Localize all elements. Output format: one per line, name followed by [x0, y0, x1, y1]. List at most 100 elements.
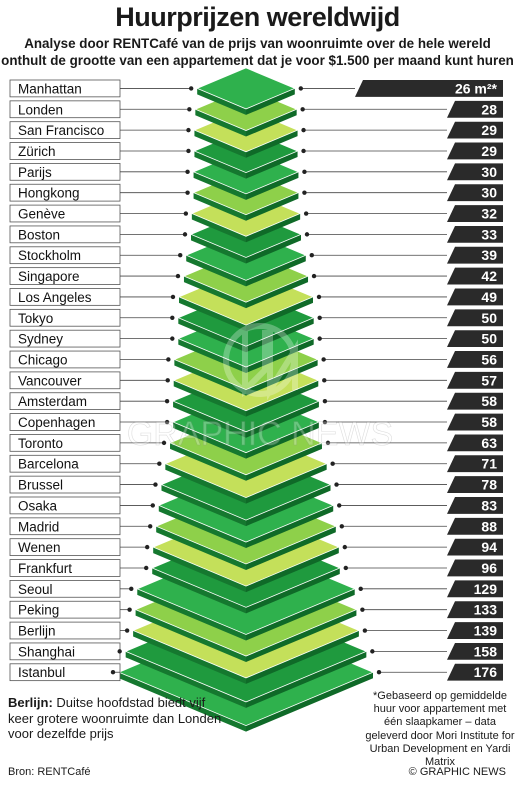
row-istanbul: Istanbul 176	[9, 663, 503, 682]
diamond-side-right	[246, 130, 298, 158]
diamond-side-left	[119, 672, 246, 732]
leader-dot-right	[360, 607, 365, 612]
row-manhattan: Manhattan 26 m²*	[9, 79, 503, 98]
value-box	[447, 476, 503, 493]
leader-dot-right	[316, 294, 322, 300]
value-label: 58	[481, 414, 497, 430]
value-box	[447, 246, 503, 264]
diamond-side-left	[133, 630, 246, 684]
credit-text: © GRAPHIC NEWS	[408, 766, 506, 778]
city-label: Manhattan	[18, 81, 82, 96]
diamond-side-left	[178, 317, 246, 353]
diamond-side-right	[246, 401, 319, 438]
value-box	[447, 642, 503, 660]
diamond-stack	[117, 67, 375, 732]
city-label: Amsterdam	[18, 394, 87, 409]
diamond-side-right	[246, 609, 357, 663]
diamond-side-right	[246, 171, 299, 200]
leader-dot-left	[182, 232, 188, 237]
leader-dot-right	[362, 628, 368, 633]
city-label: Hongkong	[18, 186, 80, 201]
city-label: Boston	[18, 227, 60, 242]
leader-dot-left	[147, 524, 153, 529]
city-label: Genève	[18, 207, 65, 222]
diamond-side-right	[246, 296, 314, 332]
leader-dot-left	[157, 461, 162, 466]
value-box	[447, 455, 503, 473]
city-label: Frankfurt	[18, 561, 72, 576]
diamond-side-right	[246, 630, 359, 684]
city-label: Vancouver	[18, 373, 82, 388]
row-londen: Londen 28	[9, 100, 503, 119]
value-label: 129	[474, 581, 498, 597]
diamond-side-right	[246, 526, 336, 570]
diamond-side-left	[173, 401, 246, 438]
value-box	[447, 497, 503, 514]
row-wenen: Wenen 94	[9, 538, 503, 556]
leader-dot-left	[144, 565, 149, 571]
city-label: Barcelona	[18, 457, 79, 472]
leader-dot-left	[124, 628, 130, 633]
value-label: 49	[481, 289, 497, 305]
diamond-side-right	[246, 588, 355, 641]
subtitle-line-2: onthult de grootte van een appartement d…	[1, 53, 514, 68]
row-san-francisco: San Francisco 29	[9, 121, 503, 139]
berlin-note-text: Duitse hoofdstad biedt vijf keer grotere…	[8, 695, 222, 741]
diamond-side-right	[246, 567, 340, 614]
footnote: *Gebaseerd op gemiddelde huur voor appar…	[365, 690, 515, 769]
row-seoul: Seoul 129	[9, 580, 503, 598]
city-label: Chicago	[18, 352, 68, 367]
value-label: 57	[481, 372, 497, 388]
diamond-side-right	[246, 338, 314, 374]
value-box	[447, 622, 503, 639]
diamond-side-left	[137, 588, 246, 641]
leader-dot-left	[178, 253, 183, 258]
leader-dot-right	[370, 649, 375, 654]
value-label: 96	[481, 560, 497, 576]
value-box	[447, 392, 503, 410]
city-label: Londen	[18, 102, 63, 117]
diamond-side-left	[191, 234, 246, 264]
value-label: 71	[481, 456, 497, 472]
row-chicago: Chicago 56	[9, 350, 503, 369]
value-box	[447, 580, 503, 598]
row-brussel: Brussel 78	[9, 475, 503, 494]
value-label: 50	[481, 310, 497, 326]
city-label: Wenen	[18, 540, 61, 555]
diamond-side-left	[165, 463, 246, 504]
diamond-side-left	[135, 609, 246, 663]
row-hongkong: Hongkong 30	[9, 183, 503, 202]
value-box	[447, 559, 503, 577]
value-label: 26 m²*	[455, 80, 498, 96]
value-box	[447, 121, 503, 139]
leader-dot-left	[166, 357, 171, 362]
diamond-side-left	[174, 359, 246, 396]
diamond-side-right	[246, 651, 367, 708]
city-label: Copenhagen	[18, 415, 95, 430]
value-box	[447, 330, 503, 348]
value-label: 42	[481, 268, 497, 284]
value-label: 88	[481, 518, 497, 534]
city-label: Osaka	[18, 498, 58, 513]
diamond-side-right	[246, 150, 298, 179]
diamond-side-right	[246, 672, 373, 732]
value-box	[447, 601, 503, 619]
city-label: Berlijn	[18, 624, 56, 639]
leader-dot-left	[170, 294, 176, 300]
leader-dot-right	[322, 419, 328, 425]
row-tokyo: Tokyo 50	[9, 308, 503, 327]
city-label: Tokyo	[18, 311, 53, 326]
diamond-side-left	[152, 567, 246, 614]
row-copenhagen: Copenhagen 58	[9, 413, 503, 431]
diamond-side-left	[195, 109, 246, 137]
diamond-side-left	[186, 255, 246, 287]
diamond-side-right	[246, 359, 318, 396]
diamond-side-left	[153, 547, 246, 593]
diamond-side-right	[246, 463, 327, 504]
value-box	[447, 100, 503, 118]
leader-dot-left	[110, 670, 116, 675]
value-label: 30	[481, 185, 497, 201]
diamond-side-right	[246, 547, 339, 593]
value-label: 30	[481, 164, 497, 180]
